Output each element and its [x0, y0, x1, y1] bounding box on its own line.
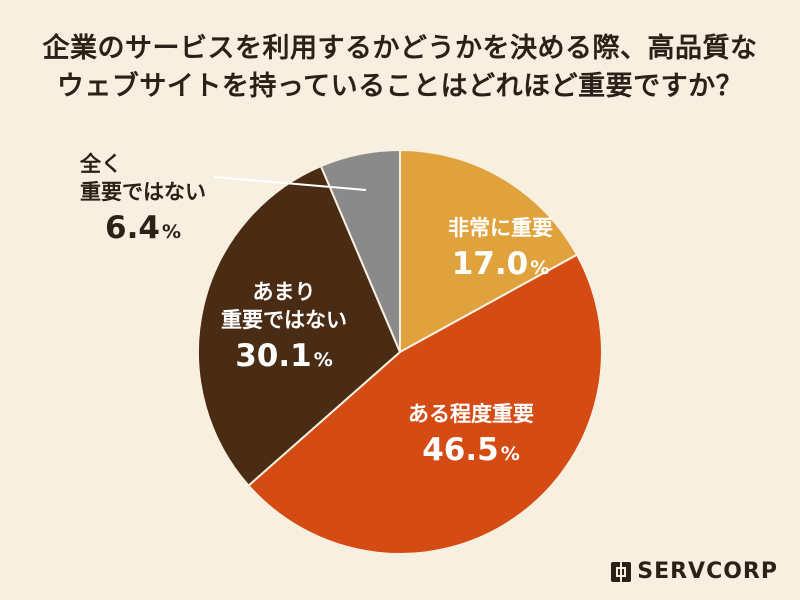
slice-value: 30.1% [235, 338, 333, 374]
slice-label-not-important-at-all: 全く 重要ではない 6.4% [80, 150, 206, 252]
servcorp-logo-icon [611, 561, 632, 582]
slice-not-important-at-all [319, 148, 401, 353]
title-line-1: 企業のサービスを利用するかどうかを決める際、高品質な [42, 33, 758, 64]
logo-text: SERVCORP [637, 559, 778, 584]
slice-value: 17.0% [451, 246, 550, 282]
slice-name: ある程度重要 [408, 402, 534, 426]
servcorp-logo: SERVCORP [611, 559, 778, 584]
slice-label-very-important: 非常に重要 17.0% [448, 214, 553, 288]
slice-name: 重要ではない [80, 180, 206, 204]
slice-label-somewhat-important: ある程度重要 46.5% [408, 400, 534, 474]
leader-line [213, 176, 367, 191]
title-line-2: ウェブサイトを持っていることはどれほど重要ですか？ [56, 71, 744, 102]
slice-name: 非常に重要 [448, 216, 553, 240]
slice-name: あまり [252, 280, 316, 304]
slice-not-very-important [197, 164, 402, 487]
slice-name: 重要ではない [221, 308, 347, 332]
slice-name: 全く [80, 152, 122, 176]
chart-title: 企業のサービスを利用するかどうかを決める際、高品質な ウェブサイトを持っているこ… [0, 30, 800, 106]
slice-somewhat-important [247, 253, 603, 555]
slice-label-not-very-important: あまり 重要ではない 30.1% [221, 278, 347, 380]
slice-value: 6.4% [105, 210, 181, 246]
pie-slices [197, 148, 603, 555]
slice-very-important [399, 148, 579, 354]
slice-value: 46.5% [422, 432, 520, 468]
